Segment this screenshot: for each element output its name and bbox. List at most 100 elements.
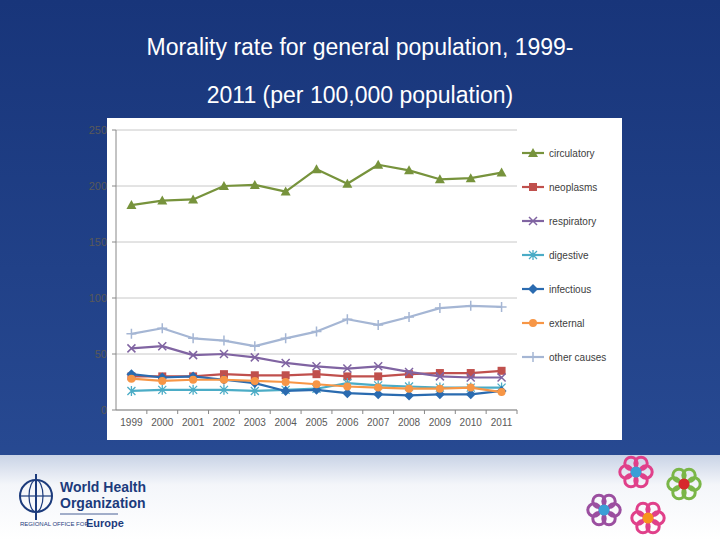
legend: circulatoryneoplasmsrespiratorydigestive… bbox=[522, 148, 606, 363]
background bbox=[0, 0, 720, 540]
x-tick-label: 2010 bbox=[460, 417, 483, 428]
marker bbox=[219, 336, 229, 346]
x-tick-label: 2011 bbox=[491, 417, 513, 428]
legend-label: infectious bbox=[549, 284, 591, 295]
grid-line bbox=[116, 298, 517, 299]
tick-mark bbox=[270, 410, 271, 414]
legend-label: circulatory bbox=[549, 148, 595, 159]
tick-mark bbox=[112, 410, 116, 411]
tick-mark bbox=[301, 410, 302, 414]
marker bbox=[219, 375, 229, 385]
marker bbox=[157, 196, 167, 205]
marker bbox=[251, 377, 259, 385]
chart-area bbox=[107, 118, 622, 440]
marker bbox=[467, 374, 475, 382]
y-tick-label: 50 bbox=[95, 348, 107, 360]
x-tick-label: 2004 bbox=[275, 417, 298, 428]
legend-label: other causes bbox=[549, 352, 606, 363]
series-line bbox=[131, 379, 501, 392]
marker bbox=[281, 187, 291, 196]
flower-center bbox=[631, 467, 642, 478]
y-tick-label: 100 bbox=[89, 292, 107, 304]
x-axis bbox=[116, 410, 517, 411]
marker bbox=[313, 362, 321, 370]
tick-mark bbox=[331, 410, 332, 414]
x-tick-label: 2005 bbox=[305, 417, 328, 428]
marker bbox=[158, 342, 166, 350]
tick-mark bbox=[393, 410, 394, 414]
tick-mark bbox=[208, 410, 209, 414]
legend-label: external bbox=[549, 318, 585, 329]
marker bbox=[497, 168, 507, 177]
flower-logo bbox=[588, 457, 700, 533]
tick-mark bbox=[486, 410, 487, 414]
marker bbox=[497, 302, 507, 312]
marker bbox=[436, 372, 444, 380]
marker bbox=[498, 367, 506, 375]
plot bbox=[126, 160, 506, 401]
tick-mark bbox=[112, 242, 116, 243]
legend-marker bbox=[529, 217, 537, 225]
marker bbox=[373, 160, 383, 169]
flower-center bbox=[679, 479, 690, 490]
marker bbox=[251, 353, 259, 361]
marker bbox=[435, 303, 445, 313]
marker bbox=[343, 365, 351, 373]
y-tick-label: 250 bbox=[89, 124, 107, 136]
legend-label: respiratory bbox=[549, 216, 596, 227]
marker bbox=[281, 333, 291, 343]
marker bbox=[220, 385, 228, 395]
emblem-staff bbox=[35, 474, 37, 520]
marker bbox=[466, 173, 476, 182]
marker bbox=[497, 386, 507, 396]
legend-marker bbox=[529, 319, 537, 327]
x-tick-label: 2003 bbox=[244, 417, 267, 428]
marker bbox=[158, 385, 166, 395]
marker bbox=[436, 383, 444, 393]
marker bbox=[220, 376, 228, 384]
footer-band bbox=[0, 455, 720, 540]
title: 2011 (per 100,000 population) bbox=[207, 82, 513, 108]
marker bbox=[127, 386, 135, 396]
marker bbox=[498, 374, 506, 382]
org-name: Organization bbox=[60, 495, 146, 511]
marker bbox=[250, 341, 260, 351]
tick-mark bbox=[517, 410, 518, 414]
marker bbox=[467, 383, 475, 393]
marker bbox=[405, 385, 413, 393]
legend-marker bbox=[528, 284, 538, 294]
marker bbox=[405, 368, 413, 376]
grid-line bbox=[116, 410, 517, 411]
marker bbox=[282, 378, 290, 386]
x-tick-label: 2001 bbox=[182, 417, 205, 428]
legend-label: digestive bbox=[549, 250, 589, 261]
tick-mark bbox=[424, 410, 425, 414]
org-name: World Health bbox=[60, 479, 146, 495]
marker bbox=[157, 323, 167, 333]
tick-mark bbox=[239, 410, 240, 414]
slide: Morality rate for general population, 19… bbox=[0, 0, 720, 540]
marker bbox=[250, 180, 260, 189]
tick-mark bbox=[455, 410, 456, 414]
marker bbox=[219, 181, 229, 190]
marker bbox=[374, 372, 382, 380]
marker bbox=[374, 384, 382, 392]
legend-marker bbox=[528, 352, 538, 362]
marker bbox=[342, 179, 352, 188]
office-prefix: REGIONAL OFFICE FOR bbox=[20, 521, 89, 527]
office: Europe bbox=[86, 517, 124, 529]
legend-marker bbox=[529, 183, 537, 191]
x-tick-label: 2007 bbox=[367, 417, 390, 428]
marker bbox=[282, 359, 290, 367]
marker bbox=[313, 370, 321, 378]
marker bbox=[342, 314, 352, 324]
tick-mark bbox=[112, 130, 116, 131]
who-emblem bbox=[20, 474, 52, 520]
series-line bbox=[131, 165, 501, 205]
marker bbox=[435, 174, 445, 183]
title: Morality rate for general population, 19… bbox=[146, 34, 573, 60]
legend-marker bbox=[528, 148, 538, 157]
marker bbox=[374, 362, 382, 370]
marker bbox=[281, 386, 291, 396]
grid-line bbox=[116, 130, 517, 131]
